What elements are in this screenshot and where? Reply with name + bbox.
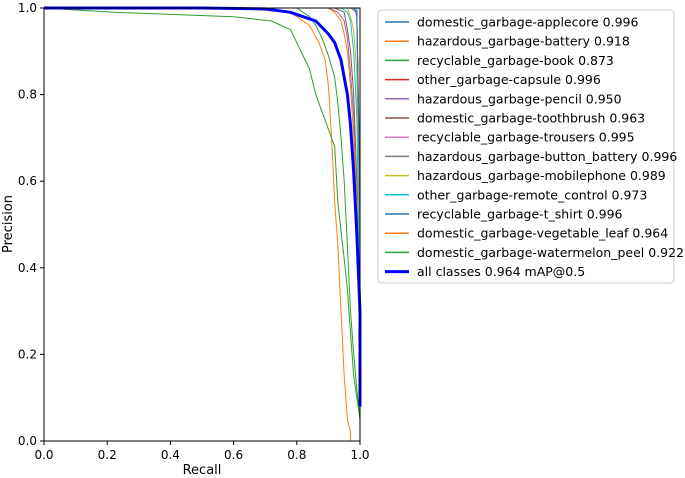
x-tick-label: 0.4 — [161, 448, 180, 462]
x-axis: 0.0 0.2 0.4 0.6 0.8 1.0 — [34, 441, 370, 462]
legend-label: recyclable_garbage-trousers 0.995 — [417, 130, 635, 145]
legend: domestic_garbage-applecore 0.996 hazardou… — [377, 9, 684, 284]
legend-label: recyclable_garbage-book 0.873 — [417, 53, 614, 68]
legend-label: hazardous_garbage-button_battery 0.996 — [417, 149, 677, 164]
series-line-0 — [44, 7, 361, 441]
y-tick-label: 1.0 — [18, 1, 37, 15]
legend-label: hazardous_garbage-pencil 0.950 — [417, 91, 622, 106]
y-tick-label: 0.4 — [18, 261, 37, 275]
series-line-3 — [44, 7, 361, 441]
x-tick-label: 0.8 — [287, 448, 306, 462]
x-tick-label: 1.0 — [350, 448, 369, 462]
legend-label: recyclable_garbage-t_shirt 0.996 — [417, 207, 623, 222]
series-line-1 — [44, 7, 351, 441]
series-line-11 — [44, 7, 361, 441]
series-line-7 — [44, 7, 361, 441]
series-line-12 — [44, 7, 361, 441]
x-tick-label: 0.0 — [34, 448, 53, 462]
y-tick-label: 0.0 — [18, 434, 37, 448]
y-tick-label: 0.8 — [18, 88, 37, 102]
series-line-9 — [44, 7, 361, 441]
series-line-10 — [44, 7, 361, 441]
legend-label: all classes 0.964 mAP@0.5 — [417, 264, 585, 279]
legend-label: hazardous_garbage-mobilephone 0.989 — [417, 168, 666, 183]
series-line-8 — [44, 7, 361, 441]
series-line-6 — [44, 7, 361, 441]
legend-box — [377, 9, 675, 284]
series-line-13 — [44, 6, 362, 407]
plot-frame — [43, 7, 361, 442]
series-line-4 — [44, 7, 361, 441]
legend-label: domestic_garbage-toothbrush 0.963 — [417, 111, 645, 126]
legend-label: domestic_garbage-applecore 0.996 — [417, 15, 638, 30]
x-tick-label: 0.2 — [98, 448, 117, 462]
legend-label: other_garbage-remote_control 0.973 — [417, 187, 647, 202]
x-tick-label: 0.6 — [224, 448, 243, 462]
x-axis-label: Recall — [183, 463, 222, 478]
series-line-2 — [43, 7, 361, 441]
legend-label: domestic_garbage-vegetable_leaf 0.964 — [417, 226, 668, 241]
legend-label: other_garbage-capsule 0.996 — [417, 72, 601, 87]
plot-lines — [43, 6, 362, 441]
legend-label: hazardous_garbage-battery 0.918 — [417, 34, 630, 49]
legend-label: domestic_garbage-watermelon_peel 0.922 — [417, 245, 684, 260]
y-tick-label: 0.2 — [18, 347, 37, 361]
y-axis-label: Precision — [1, 195, 16, 253]
y-tick-label: 0.6 — [18, 174, 37, 188]
series-line-5 — [44, 7, 361, 441]
y-axis: 0.0 0.2 0.4 0.6 0.8 1.0 — [18, 1, 44, 448]
